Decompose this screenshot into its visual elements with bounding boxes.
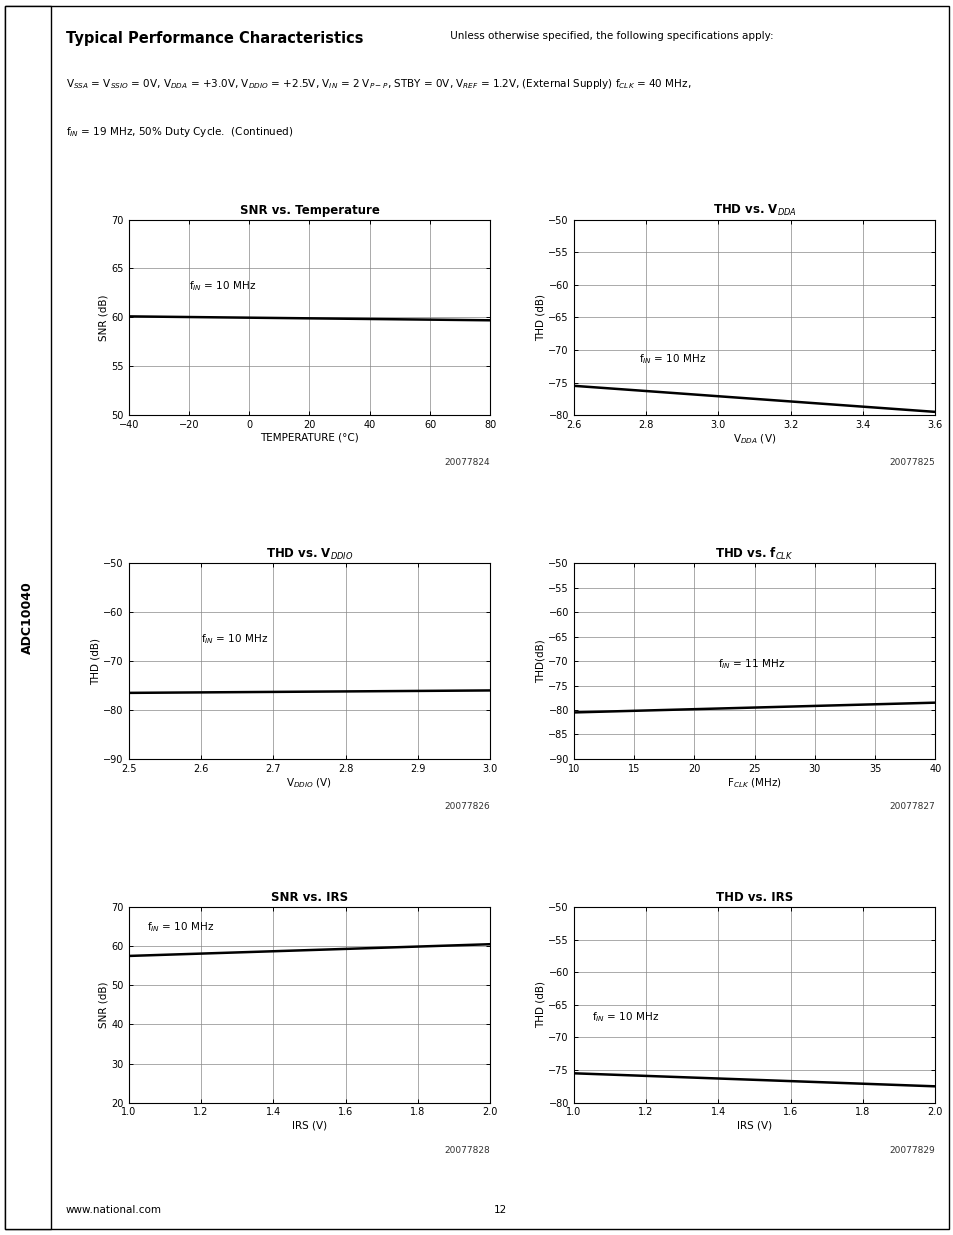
Title: SNR vs. IRS: SNR vs. IRS — [271, 892, 348, 904]
Text: 20077829: 20077829 — [888, 1146, 934, 1155]
Title: SNR vs. Temperature: SNR vs. Temperature — [239, 204, 379, 217]
Text: Typical Performance Characteristics: Typical Performance Characteristics — [66, 32, 363, 47]
Title: THD vs. V$_{DDIO}$: THD vs. V$_{DDIO}$ — [266, 547, 353, 562]
X-axis label: IRS (V): IRS (V) — [292, 1120, 327, 1130]
Text: 20077825: 20077825 — [888, 458, 934, 467]
Text: f$_{IN}$ = 10 MHz: f$_{IN}$ = 10 MHz — [639, 352, 705, 367]
Y-axis label: THD(dB): THD(dB) — [535, 640, 545, 683]
X-axis label: F$_{CLK}$ (MHz): F$_{CLK}$ (MHz) — [726, 777, 781, 790]
Title: THD vs. f$_{CLK}$: THD vs. f$_{CLK}$ — [715, 546, 793, 562]
Title: THD vs. V$_{DDA}$: THD vs. V$_{DDA}$ — [712, 203, 796, 219]
Text: 12: 12 — [494, 1205, 507, 1215]
Text: f$_{IN}$ = 10 MHz: f$_{IN}$ = 10 MHz — [201, 632, 268, 646]
Text: ADC10040: ADC10040 — [21, 582, 34, 653]
Y-axis label: THD (dB): THD (dB) — [535, 294, 545, 341]
X-axis label: TEMPERATURE (°C): TEMPERATURE (°C) — [260, 432, 358, 443]
Text: f$_{IN}$ = 19 MHz, 50% Duty Cycle.  (Continued): f$_{IN}$ = 19 MHz, 50% Duty Cycle. (Cont… — [66, 125, 293, 138]
Text: 20077828: 20077828 — [444, 1146, 490, 1155]
Text: f$_{IN}$ = 10 MHz: f$_{IN}$ = 10 MHz — [147, 920, 213, 935]
X-axis label: V$_{DDIO}$ (V): V$_{DDIO}$ (V) — [286, 777, 333, 790]
Title: THD vs. IRS: THD vs. IRS — [715, 892, 792, 904]
Y-axis label: SNR (dB): SNR (dB) — [98, 982, 109, 1028]
Text: f$_{IN}$ = 10 MHz: f$_{IN}$ = 10 MHz — [591, 1010, 659, 1024]
X-axis label: IRS (V): IRS (V) — [736, 1120, 771, 1130]
Text: 20077826: 20077826 — [444, 802, 490, 811]
Y-axis label: THD (dB): THD (dB) — [91, 637, 100, 684]
Text: f$_{IN}$ = 10 MHz: f$_{IN}$ = 10 MHz — [189, 279, 256, 293]
X-axis label: V$_{DDA}$ (V): V$_{DDA}$ (V) — [732, 432, 776, 446]
Text: V$_{SSA}$ = V$_{SSIO}$ = 0V, V$_{DDA}$ = +3.0V, V$_{DDIO}$ = +2.5V, V$_{IN}$ = 2: V$_{SSA}$ = V$_{SSIO}$ = 0V, V$_{DDA}$ =… — [66, 77, 691, 91]
Bar — [5, 6, 51, 1229]
Text: f$_{IN}$ = 11 MHz: f$_{IN}$ = 11 MHz — [718, 657, 784, 671]
Text: www.national.com: www.national.com — [66, 1205, 162, 1215]
Y-axis label: SNR (dB): SNR (dB) — [98, 294, 109, 341]
Text: 20077827: 20077827 — [888, 802, 934, 811]
Text: 20077824: 20077824 — [444, 458, 490, 467]
Y-axis label: THD (dB): THD (dB) — [535, 982, 545, 1029]
Text: Unless otherwise specified, the following specifications apply:: Unless otherwise specified, the followin… — [447, 32, 773, 42]
